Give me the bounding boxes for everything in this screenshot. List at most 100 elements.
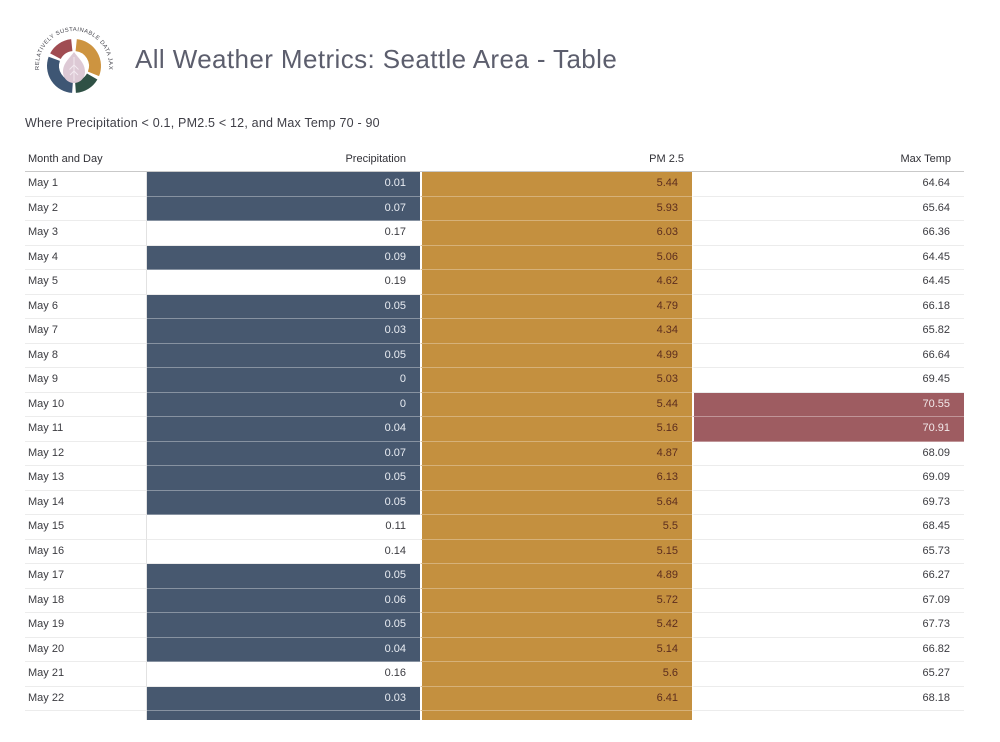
max-temp-cell: 65.64: [692, 196, 964, 221]
max-temp-cell: 65.73: [692, 539, 964, 564]
table-row[interactable]: May 2 0.07 5.93 65.64: [25, 196, 964, 221]
table-row[interactable]: May 21 0.16 5.6 65.27: [25, 662, 964, 687]
pm25-cell-partial: [420, 711, 692, 720]
max-temp-cell: 69.45: [692, 368, 964, 393]
day-cell: May 18: [25, 588, 147, 613]
table-row[interactable]: May 22 0.03 6.41 68.18: [25, 686, 964, 711]
precipitation-cell: 0.04: [147, 637, 420, 662]
precipitation-cell: 0.04: [147, 417, 420, 442]
column-header-pm25[interactable]: PM 2.5: [649, 153, 684, 165]
table-row[interactable]: May 12 0.07 4.87 68.09: [25, 441, 964, 466]
precipitation-cell: 0.06: [147, 588, 420, 613]
column-header-month-day[interactable]: Month and Day: [28, 153, 103, 165]
precipitation-cell: 0.07: [147, 196, 420, 221]
table-row[interactable]: May 1 0.01 5.44 64.64: [25, 172, 964, 197]
table-row[interactable]: May 18 0.06 5.72 67.09: [25, 588, 964, 613]
precipitation-cell: 0.05: [147, 343, 420, 368]
pm25-cell: 5.93: [420, 196, 692, 221]
max-temp-cell: 68.18: [692, 686, 964, 711]
day-cell: May 11: [25, 417, 147, 442]
column-header-precipitation[interactable]: Precipitation: [345, 153, 406, 165]
pm25-cell: 5.72: [420, 588, 692, 613]
day-cell: May 8: [25, 343, 147, 368]
pm25-cell: 6.13: [420, 466, 692, 491]
day-cell: May 19: [25, 613, 147, 638]
precipitation-cell: 0: [147, 368, 420, 393]
table-row[interactable]: May 7 0.03 4.34 65.82: [25, 319, 964, 344]
precipitation-cell: 0.07: [147, 441, 420, 466]
precipitation-cell: 0.05: [147, 564, 420, 589]
max-temp-cell: 65.27: [692, 662, 964, 687]
precipitation-cell: 0.05: [147, 294, 420, 319]
day-cell: May 17: [25, 564, 147, 589]
weather-table: Month and Day Precipitation PM 2.5 Max T…: [25, 149, 964, 720]
logo-ring: [47, 39, 101, 93]
table-row[interactable]: May 5 0.19 4.62 64.45: [25, 270, 964, 295]
day-cell: May 4: [25, 245, 147, 270]
precipitation-cell-partial: [147, 711, 420, 720]
max-temp-cell: 66.64: [692, 343, 964, 368]
pm25-cell: 5.44: [420, 392, 692, 417]
precipitation-cell: 0.16: [147, 662, 420, 687]
max-temp-cell: 67.09: [692, 588, 964, 613]
table-row[interactable]: May 10 0 5.44 70.55: [25, 392, 964, 417]
max-temp-cell: 66.27: [692, 564, 964, 589]
max-temp-cell: 66.82: [692, 637, 964, 662]
logo-ring-gold-segment: [75, 39, 101, 77]
pm25-cell: 5.44: [420, 172, 692, 197]
day-cell: May 15: [25, 515, 147, 540]
table-row[interactable]: May 11 0.04 5.16 70.91: [25, 417, 964, 442]
table-row[interactable]: May 6 0.05 4.79 66.18: [25, 294, 964, 319]
table-row[interactable]: May 9 0 5.03 69.45: [25, 368, 964, 393]
logo-leaf-veins: [69, 57, 79, 81]
pm25-cell: 4.87: [420, 441, 692, 466]
pm25-cell: 5.15: [420, 539, 692, 564]
precipitation-cell: 0: [147, 392, 420, 417]
table-body: May 1 0.01 5.44 64.64 May 2 0.07 5.93 65.64 May …: [25, 172, 964, 711]
precipitation-cell: 0.05: [147, 466, 420, 491]
pm25-cell: 5.5: [420, 515, 692, 540]
max-temp-cell: 64.45: [692, 245, 964, 270]
table-header: Month and Day Precipitation PM 2.5 Max T…: [25, 149, 964, 172]
max-temp-cell: 69.73: [692, 490, 964, 515]
day-cell: May 9: [25, 368, 147, 393]
precipitation-cell: 0.05: [147, 490, 420, 515]
table-row[interactable]: May 20 0.04 5.14 66.82: [25, 637, 964, 662]
table-row[interactable]: May 13 0.05 6.13 69.09: [25, 466, 964, 491]
day-cell: May 22: [25, 686, 147, 711]
pm25-cell: 5.03: [420, 368, 692, 393]
pm25-cell: 5.6: [420, 662, 692, 687]
pm25-cell: 4.99: [420, 343, 692, 368]
pm25-cell: 4.89: [420, 564, 692, 589]
pm25-cell: 5.42: [420, 613, 692, 638]
precipitation-cell: 0.14: [147, 539, 420, 564]
day-cell: May 2: [25, 196, 147, 221]
table-row[interactable]: May 17 0.05 4.89 66.27: [25, 564, 964, 589]
day-cell-partial: [25, 711, 147, 720]
brand-logo: RELATIVELY SUSTAINABLE DATA JAX: [35, 27, 113, 93]
pm25-cell: 5.06: [420, 245, 692, 270]
table-row[interactable]: May 4 0.09 5.06 64.45: [25, 245, 964, 270]
max-temp-cell: 70.55: [692, 392, 964, 417]
pm25-cell: 5.14: [420, 637, 692, 662]
pm25-cell: 5.64: [420, 490, 692, 515]
pm25-cell: 4.79: [420, 294, 692, 319]
logo-ring-red-segment: [50, 39, 73, 60]
pm25-cell: 6.03: [420, 221, 692, 246]
precipitation-cell: 0.19: [147, 270, 420, 295]
pm25-cell: 6.41: [420, 686, 692, 711]
table-row[interactable]: May 15 0.11 5.5 68.45: [25, 515, 964, 540]
table-row[interactable]: May 16 0.14 5.15 65.73: [25, 539, 964, 564]
max-temp-cell: 65.82: [692, 319, 964, 344]
filter-description: Where Precipitation < 0.1, PM2.5 < 12, a…: [25, 116, 380, 130]
partial-next-row: [25, 711, 964, 720]
table-row[interactable]: May 3 0.17 6.03 66.36: [25, 221, 964, 246]
table-row[interactable]: May 19 0.05 5.42 67.73: [25, 613, 964, 638]
table-row[interactable]: May 8 0.05 4.99 66.64: [25, 343, 964, 368]
max-temp-cell: 68.09: [692, 441, 964, 466]
day-cell: May 10: [25, 392, 147, 417]
column-header-max-temp[interactable]: Max Temp: [900, 153, 951, 165]
max-temp-cell-partial: [692, 711, 964, 720]
table-row[interactable]: May 14 0.05 5.64 69.73: [25, 490, 964, 515]
